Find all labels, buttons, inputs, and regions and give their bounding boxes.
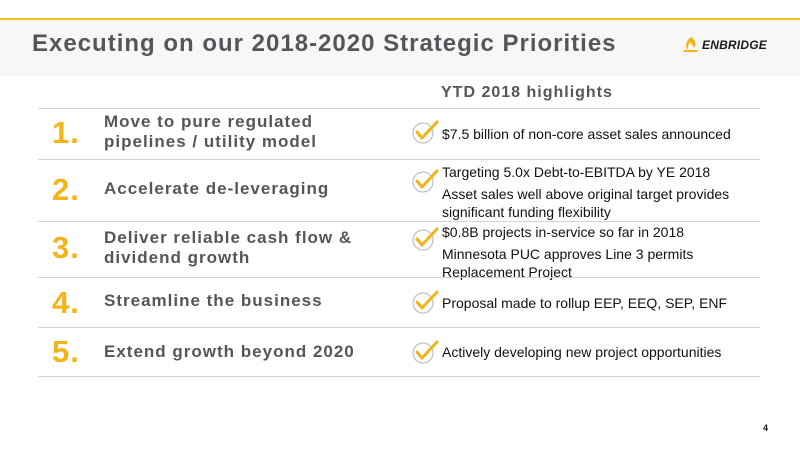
highlight-item: Actively developing new project opportun…: [442, 344, 722, 360]
checkmark-icon: [412, 169, 439, 193]
checkmark-icon: [412, 290, 439, 314]
logo-wordmark: ENBRIDGE: [702, 38, 767, 52]
enbridge-flame-icon: [683, 37, 698, 52]
page-title: Executing on our 2018-2020 Strategic Pri…: [32, 30, 617, 57]
header-band: [0, 20, 800, 76]
page-number: 4: [763, 423, 769, 433]
highlights-list: Targeting 5.0x Debt-to-EBITDA by YE 2018…: [442, 163, 762, 221]
highlight-item: Proposal made to rollup EEP, EEQ, SEP, E…: [442, 295, 728, 311]
highlight-item: Targeting 5.0x Debt-to-EBITDA by YE 2018: [442, 164, 711, 180]
highlights-list: $7.5 billion of non-core asset sales ann…: [442, 125, 762, 143]
highlights-list: Actively developing new project opportun…: [442, 343, 762, 361]
highlights-heading: YTD 2018 highlights: [441, 84, 613, 101]
priority-row: 4. Streamline the business Proposal made…: [38, 277, 760, 327]
highlight-item: Minnesota PUC approves Line 3 permits Re…: [442, 246, 694, 280]
checkmark-icon: [412, 227, 439, 251]
enbridge-logo: ENBRIDGE: [682, 36, 767, 54]
highlights-list: Proposal made to rollup EEP, EEQ, SEP, E…: [442, 294, 762, 312]
priority-number: 3.: [52, 230, 80, 265]
priority-label: Move to pure regulated pipelines / utili…: [104, 112, 317, 151]
priority-number: 2.: [52, 172, 80, 207]
highlight-item: $7.5 billion of non-core asset sales ann…: [442, 126, 731, 142]
priority-number: 5.: [52, 334, 80, 369]
priority-label: Accelerate de-leveraging: [104, 179, 330, 198]
top-accent-bar: [0, 0, 800, 20]
priority-label: Deliver reliable cash flow & dividend gr…: [104, 228, 353, 267]
priority-row: 1. Move to pure regulated pipelines / ut…: [38, 108, 760, 159]
checkmark-icon: [412, 120, 439, 144]
priority-number: 4.: [52, 285, 80, 320]
checkmark-icon: [412, 340, 439, 364]
priority-label: Streamline the business: [104, 291, 323, 310]
priority-row: 2. Accelerate de-leveraging Targeting 5.…: [38, 159, 760, 221]
highlight-item: Asset sales well above original target p…: [442, 186, 730, 220]
priority-row: 5. Extend growth beyond 2020 Actively de…: [38, 327, 760, 377]
priority-row: 3. Deliver reliable cash flow & dividend…: [38, 221, 760, 280]
priority-label: Extend growth beyond 2020: [104, 342, 355, 361]
highlights-list: $0.8B projects in-service so far in 2018…: [442, 223, 762, 281]
highlight-item: $0.8B projects in-service so far in 2018: [442, 224, 685, 240]
priority-number: 1.: [52, 115, 80, 150]
priorities-list: 1. Move to pure regulated pipelines / ut…: [38, 108, 760, 377]
